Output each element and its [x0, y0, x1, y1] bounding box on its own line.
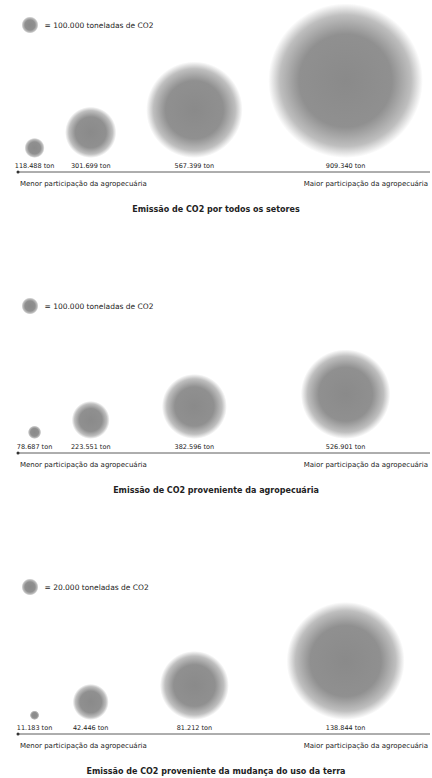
data-label: 567.399 ton	[175, 162, 215, 170]
scale-label: = 20.000 toneladas de CO2	[45, 583, 149, 592]
chart-title: Emissão de CO2 proveniente da mudança do…	[87, 767, 346, 776]
axis-label: Menor participação da agropecuária	[20, 461, 147, 469]
scale-bubble	[22, 298, 39, 315]
data-label: 11.183 ton	[17, 724, 52, 732]
axis-line	[18, 453, 430, 454]
data-label: 42.446 ton	[73, 724, 108, 732]
axis-label: Maior participação da agropecuária	[304, 180, 428, 188]
axis-start	[17, 733, 20, 736]
axis-line	[18, 172, 430, 173]
chart-canvas: = 100.000 toneladas de CO2 118.488 ton 301…	[0, 0, 432, 778]
bubble	[72, 401, 110, 439]
data-label: 138.844 ton	[326, 724, 366, 732]
axis-start	[17, 452, 20, 455]
bubble	[24, 138, 44, 158]
bubble	[162, 374, 227, 439]
panel: = 100.000 toneladas de CO2 78.687 ton 223.…	[17, 298, 431, 496]
scale-bubble	[22, 579, 39, 596]
bubble	[30, 710, 40, 720]
bubble	[73, 684, 109, 720]
scale-label: = 100.000 toneladas de CO2	[45, 21, 154, 30]
data-label: 223.551 ton	[71, 443, 111, 451]
axis-label: Maior participação da agropecuária	[304, 742, 428, 750]
panel: = 100.000 toneladas de CO2 118.488 ton 301…	[15, 3, 430, 214]
data-label: 382.596 ton	[175, 443, 215, 451]
data-label: 301.699 ton	[71, 162, 111, 170]
bubble	[65, 107, 116, 158]
bubble	[28, 426, 41, 439]
scale-label: = 100.000 toneladas de CO2	[45, 302, 154, 311]
chart-title: Emissão de CO2 por todos os setores	[132, 205, 300, 214]
axis-start	[17, 171, 20, 174]
axis-label: Menor participação da agropecuária	[20, 180, 147, 188]
axis-label: Maior participação da agropecuária	[304, 461, 428, 469]
axis-line	[18, 734, 430, 735]
bubble	[268, 3, 423, 158]
panel: = 20.000 toneladas de CO2 11.183 ton 42.44…	[17, 579, 431, 777]
bubble	[160, 651, 229, 720]
chart-title: Emissão de CO2 proveniente da agropecuár…	[113, 486, 319, 495]
bubble	[287, 602, 405, 720]
data-label: 81.212 ton	[177, 724, 212, 732]
axis-label: Menor participação da agropecuária	[20, 742, 147, 750]
bubble	[301, 349, 391, 439]
bubble	[146, 62, 242, 158]
scale-bubble	[22, 17, 39, 34]
data-label: 118.488 ton	[15, 162, 55, 170]
data-label: 526.901 ton	[326, 443, 366, 451]
data-label: 78.687 ton	[17, 443, 52, 451]
data-label: 909.340 ton	[326, 162, 366, 170]
